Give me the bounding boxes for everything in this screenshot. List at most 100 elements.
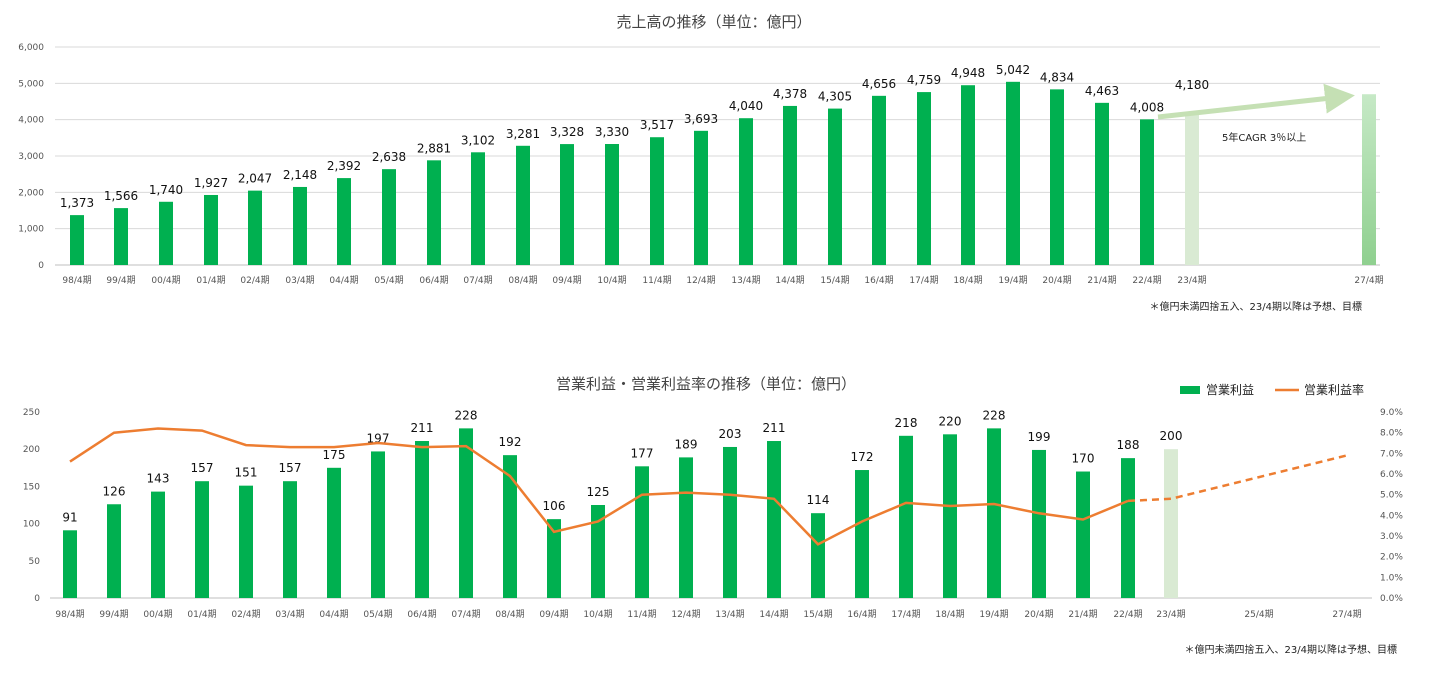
x-tick-label: 21/4期	[1068, 609, 1097, 620]
bar	[1140, 119, 1154, 265]
x-tick-label: 17/4期	[909, 275, 938, 286]
x-tick-label: 01/4期	[187, 609, 216, 620]
x-tick-label: 22/4期	[1113, 609, 1142, 620]
x-tick-label: 20/4期	[1024, 609, 1053, 620]
bar	[415, 441, 429, 598]
y2-tick-label: 0.0%	[1380, 594, 1403, 604]
bar	[1121, 458, 1135, 598]
data-label: 211	[411, 421, 434, 435]
x-tick-label: 98/4期	[55, 609, 84, 620]
data-label: 197	[367, 431, 390, 445]
x-tick-label: 01/4期	[196, 275, 225, 286]
data-label: 126	[103, 484, 126, 498]
data-label: 5,042	[996, 63, 1030, 77]
legend: 営業利益 営業利益率	[1180, 382, 1364, 397]
x-tick-label: 05/4期	[363, 609, 392, 620]
data-label: 4,378	[773, 87, 807, 101]
x-tick-label: 05/4期	[374, 275, 403, 286]
x-tick-label: 25/4期	[1244, 609, 1273, 620]
bar	[828, 108, 842, 266]
data-label: 177	[631, 446, 654, 460]
bar	[1185, 113, 1199, 265]
data-label: 3,102	[461, 133, 495, 147]
sales-chart: 売上高の推移（単位：億円） 0 1,000 2,000 3,000 4,000 5,000 6…	[18, 13, 1383, 313]
data-label: 3,693	[684, 112, 718, 126]
data-label: 3,330	[595, 125, 629, 139]
data-label: 211	[763, 421, 786, 435]
bar	[605, 144, 619, 265]
y-tick-label: 50	[29, 557, 41, 567]
x-tick-label: 16/4期	[864, 275, 893, 286]
x-tick-label: 11/4期	[642, 275, 671, 286]
y2-tick-label: 8.0%	[1380, 429, 1403, 439]
data-label: 2,392	[327, 159, 361, 173]
data-label: 203	[719, 427, 742, 441]
data-label: 199	[1028, 430, 1051, 444]
x-tick-label: 27/4期	[1354, 275, 1383, 286]
data-label: 2,047	[238, 172, 272, 186]
data-label: 4,656	[862, 77, 896, 91]
bar	[811, 513, 825, 598]
data-label: 4,040	[729, 99, 763, 113]
bar	[471, 152, 485, 265]
cagr-annotation: 5年CAGR 3％以上	[1222, 131, 1306, 144]
x-tick-label: 19/4期	[998, 275, 1027, 286]
bar	[917, 92, 931, 266]
data-label: 143	[147, 472, 170, 486]
bar	[159, 201, 173, 265]
y-tick-label: 100	[23, 520, 40, 530]
x-tick-label: 23/4期	[1177, 275, 1206, 286]
bar	[943, 434, 957, 598]
bar	[1050, 89, 1064, 265]
x-tick-label: 14/4期	[775, 275, 804, 286]
data-label: 2,638	[372, 150, 406, 164]
x-tick-label: 11/4期	[627, 609, 656, 620]
bar	[1164, 449, 1178, 598]
line-series-actual	[69, 427, 1129, 546]
x-tick-label: 15/4期	[820, 275, 849, 286]
x-tick-label: 17/4期	[891, 609, 920, 620]
bar	[1032, 449, 1046, 598]
y-tick-label: 2,000	[18, 188, 44, 198]
bar	[114, 208, 128, 265]
data-label: 220	[939, 414, 962, 428]
operating-profit-chart: 営業利益・営業利益率の推移（単位：億円） 0 50 100 150 200 250 0.0% 1…	[23, 375, 1404, 656]
data-label: 125	[587, 485, 610, 499]
bar	[679, 457, 693, 598]
bar	[899, 435, 913, 598]
data-label: 4,008	[1130, 100, 1164, 114]
y-tick-label: 0	[38, 261, 44, 271]
data-label: 228	[455, 408, 478, 422]
bar	[739, 118, 753, 265]
bar	[591, 505, 605, 598]
footnote: ＊億円未満四捨五入、23/4期以降は予想、目標	[1150, 300, 1362, 313]
y-tick-label: 200	[23, 445, 40, 455]
footnote: ＊億円未満四捨五入、23/4期以降は予想、目標	[1185, 643, 1397, 656]
bar	[783, 105, 797, 265]
y2-tick-label: 4.0%	[1380, 511, 1403, 521]
bar	[382, 169, 396, 265]
data-label: 1,566	[104, 189, 138, 203]
x-tick-label: 18/4期	[935, 609, 964, 620]
x-tick-label: 04/4期	[319, 609, 348, 620]
chart-title: 営業利益・営業利益率の推移（単位：億円）	[556, 375, 856, 393]
y2-tick-label: 1.0%	[1380, 573, 1403, 583]
x-tick-label: 10/4期	[583, 609, 612, 620]
data-label: 172	[851, 450, 874, 464]
x-tick-label: 02/4期	[240, 275, 269, 286]
bar	[1006, 81, 1020, 265]
line-series-forecast	[1127, 454, 1348, 503]
data-label: 4,305	[818, 90, 852, 104]
bar	[70, 215, 84, 265]
bar	[283, 481, 297, 598]
y-tick-label: 6,000	[18, 43, 44, 53]
x-tick-label: 03/4期	[285, 275, 314, 286]
data-label: 4,759	[907, 73, 941, 87]
bar	[248, 190, 262, 265]
data-label: 1,373	[60, 196, 94, 210]
bar	[723, 446, 737, 598]
x-tick-label: 15/4期	[803, 609, 832, 620]
data-label: 4,948	[951, 66, 985, 80]
data-label: 151	[235, 466, 258, 480]
x-tick-label: 06/4期	[407, 609, 436, 620]
